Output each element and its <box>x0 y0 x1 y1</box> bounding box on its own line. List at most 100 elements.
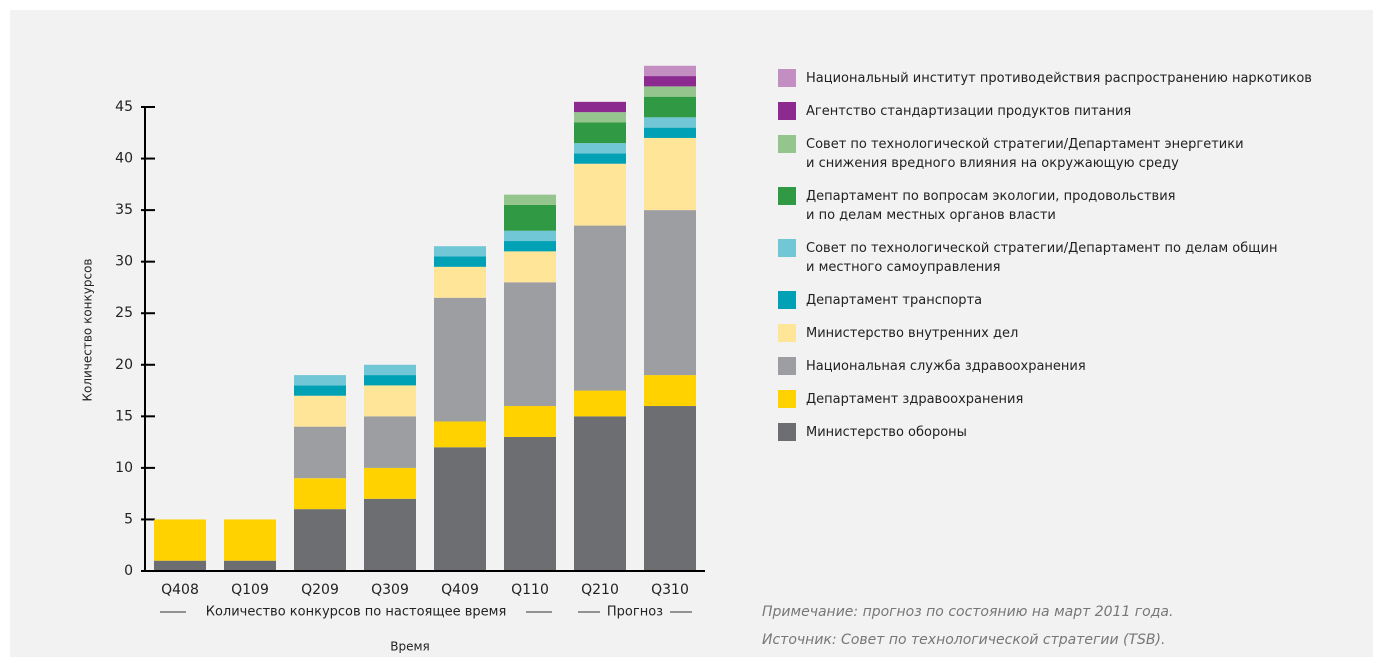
bar-segment <box>434 256 486 267</box>
bar-segment <box>434 297 486 422</box>
legend-line: Национальный институт противодействия ра… <box>806 71 1312 86</box>
legend-label: Агентство стандартизации продуктов питан… <box>806 104 1131 119</box>
legend-line: Министерство обороны <box>806 425 967 440</box>
bar-segment <box>644 96 696 118</box>
legend-label: Национальная служба здравоохранения <box>806 359 1086 374</box>
bar-segment <box>364 467 416 499</box>
legend-swatch <box>778 324 796 342</box>
legend-line: и по делам местных органов власти <box>806 208 1056 223</box>
legend-line: Национальная служба здравоохранения <box>806 359 1086 374</box>
legend-label: Совет по технологической стратегии/Депар… <box>806 137 1244 171</box>
bar-segment <box>364 385 416 417</box>
legend-swatch <box>778 423 796 441</box>
legend-swatch <box>778 135 796 153</box>
legend-line: Совет по технологической стратегии/Депар… <box>806 241 1277 256</box>
legend-swatch <box>778 390 796 408</box>
y-axis-label: Количество конкурсов <box>81 258 95 401</box>
bar-segment <box>644 65 696 77</box>
bar-segment <box>294 509 346 571</box>
legend-label: Министерство обороны <box>806 425 967 440</box>
bar-segment <box>574 143 626 154</box>
y-tick-label: 10 <box>115 460 133 476</box>
legend-swatch <box>778 239 796 257</box>
bar-segment <box>154 519 206 561</box>
legend-label: Совет по технологической стратегии/Депар… <box>806 241 1277 275</box>
bar-segment <box>644 406 696 571</box>
legend-line: Департамент по вопросам экологии, продов… <box>806 189 1175 204</box>
bar-segment <box>574 122 626 144</box>
bar-segment <box>154 560 206 571</box>
legend-line: и снижения вредного влияния на окружающу… <box>806 156 1179 171</box>
bar-segment <box>504 194 556 205</box>
x-tick-label: Q209 <box>301 582 339 598</box>
x-tick-label: Q109 <box>231 582 269 598</box>
y-tick-label: 0 <box>124 563 133 579</box>
y-tick-label: 35 <box>115 202 133 218</box>
legend-label: Департамент по вопросам экологии, продов… <box>806 189 1175 223</box>
legend-line: Министерство внутренних дел <box>806 326 1018 341</box>
y-tick-label: 30 <box>115 254 133 270</box>
bar-segment <box>644 210 696 376</box>
legend-line: Совет по технологической стратегии/Депар… <box>806 137 1244 152</box>
x-tick-label: Q409 <box>441 582 479 598</box>
legend-line: Агентство стандартизации продуктов питан… <box>806 104 1131 119</box>
bar-segment <box>504 241 556 252</box>
y-tick-label: 20 <box>115 357 133 373</box>
annotation: Количество конкурсов по настоящее время <box>206 605 507 620</box>
annotation: Прогноз <box>607 605 663 620</box>
y-tick-label: 40 <box>115 151 133 167</box>
bar-segment <box>434 266 486 298</box>
bar-segment <box>504 436 556 571</box>
bar-segment <box>504 406 556 437</box>
bar-segment <box>364 498 416 571</box>
bar-segment <box>644 117 696 128</box>
bar-segment <box>574 416 626 571</box>
legend-label: Национальный институт противодействия ра… <box>806 71 1312 86</box>
bar-segment <box>294 385 346 396</box>
bar-segment <box>574 390 626 417</box>
bar-segment <box>504 230 556 242</box>
bar-segment <box>574 112 626 123</box>
bar-segment <box>644 375 696 407</box>
x-tick-label: Q110 <box>511 582 549 598</box>
legend-line: и местного самоуправления <box>806 260 1001 275</box>
legend-label: Департамент здравоохранения <box>806 392 1023 407</box>
bar-segment <box>574 101 626 113</box>
bar-segment <box>224 519 276 561</box>
bar-segment <box>574 153 626 164</box>
legend-swatch <box>778 69 796 87</box>
bar-segment <box>574 225 626 391</box>
bar-segment <box>504 251 556 283</box>
bar-segment <box>434 421 486 448</box>
x-tick-label: Q210 <box>581 582 619 598</box>
legend-swatch <box>778 187 796 205</box>
bar-segment <box>364 375 416 386</box>
bar-segment <box>434 246 486 257</box>
y-tick-label: 15 <box>115 408 133 424</box>
note: Источник: Совет по технологической страт… <box>762 632 1165 648</box>
legend-line: Департамент здравоохранения <box>806 392 1023 407</box>
legend-line: Департамент транспорта <box>806 293 982 308</box>
bar-segment <box>644 137 696 211</box>
bar-segment <box>294 375 346 386</box>
bar-segment <box>574 163 626 226</box>
bar-segment <box>504 204 556 231</box>
bar-segment <box>644 127 696 138</box>
bar-segment <box>364 364 416 376</box>
note: Примечание: прогноз по состоянию на март… <box>762 604 1173 620</box>
legend-swatch <box>778 357 796 375</box>
x-axis-label: Время <box>390 640 430 654</box>
bar-segment <box>644 86 696 97</box>
x-tick-label: Q408 <box>161 582 199 598</box>
legend-label: Министерство внутренних дел <box>806 326 1018 341</box>
x-tick-label: Q310 <box>651 582 689 598</box>
bar-segment <box>644 76 696 87</box>
bar-segment <box>434 447 486 571</box>
bar-segment <box>224 560 276 571</box>
bar-segment <box>294 478 346 510</box>
bar-segment <box>294 395 346 427</box>
bar-segment <box>504 282 556 407</box>
legend-swatch <box>778 102 796 120</box>
x-tick-label: Q309 <box>371 582 409 598</box>
